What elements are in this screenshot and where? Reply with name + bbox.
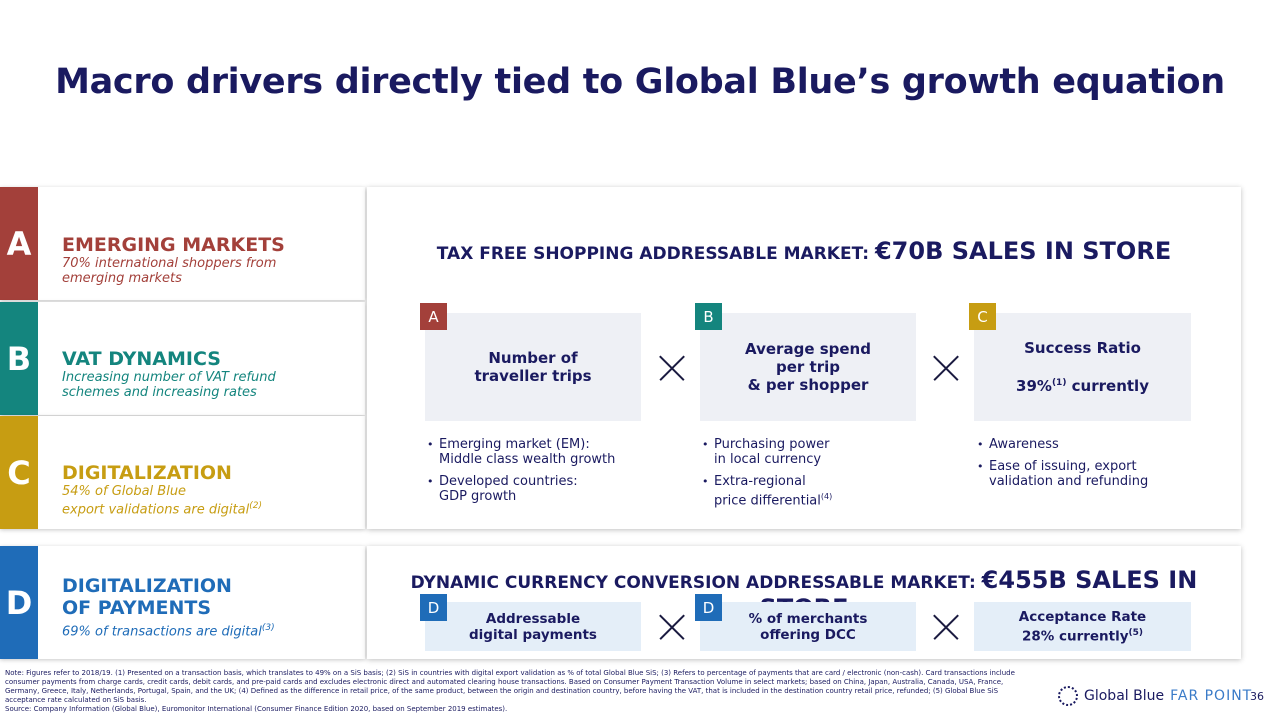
box-success-ratio: Success Ratio 39%(1) currently: [974, 313, 1191, 421]
footnote: Note: Figures refer to 2018/19. (1) Pres…: [5, 669, 1015, 713]
box-traveller-trips: Number of traveller trips: [425, 313, 641, 421]
driver-vat-dynamics: B VAT DYNAMICS Increasing number of VAT …: [0, 302, 365, 415]
box-digital-payments: Addressable digital payments: [425, 602, 641, 651]
multiply-icon: [933, 614, 959, 640]
multiply-icon: [933, 355, 959, 381]
driver-subtext: 54% of Global Blue export validations are…: [62, 484, 262, 518]
driver-heading: DIGITALIZATION: [62, 462, 232, 484]
driver-subtext: 70% international shoppers from emerging …: [62, 256, 277, 286]
box-merchants-dcc: % of merchants offering DCC: [700, 602, 916, 651]
page-title: Macro drivers directly tied to Global Bl…: [55, 62, 1225, 102]
tfs-panel-title: TAX FREE SHOPPING ADDRESSABLE MARKET: €7…: [436, 237, 1172, 265]
driver-emerging-markets: A EMERGING MARKETS 70% international sho…: [0, 187, 365, 300]
list-item: Emerging market (EM):Middle class wealth…: [425, 437, 645, 467]
bullets-trips: Emerging market (EM):Middle class wealth…: [425, 437, 645, 511]
driver-subtext: Increasing number of VAT refund schemes a…: [62, 370, 276, 400]
badge-d: D: [420, 594, 447, 621]
tfs-panel: TAX FREE SHOPPING ADDRESSABLE MARKET: €7…: [367, 187, 1241, 529]
driver-heading: EMERGING MARKETS: [62, 234, 285, 256]
multiply-icon: [659, 355, 685, 381]
driver-letter-d: D: [0, 546, 38, 659]
driver-heading: VAT DYNAMICS: [62, 348, 221, 370]
bullets-success: Awareness Ease of issuing, exportvalidat…: [975, 437, 1205, 496]
badge-d: D: [695, 594, 722, 621]
list-item: Awareness: [975, 437, 1205, 452]
multiply-icon: [659, 614, 685, 640]
driver-subtext: 69% of transactions are digital(3): [62, 623, 275, 640]
badge-a: A: [420, 303, 447, 330]
driver-digitalization-of-payments: D DIGITALIZATION OF PAYMENTS 69% of trans…: [0, 546, 365, 659]
badge-b: B: [695, 303, 722, 330]
driver-heading: DIGITALIZATION OF PAYMENTS: [62, 575, 232, 619]
driver-letter-c: C: [0, 416, 38, 529]
driver-digitalization: C DIGITALIZATION 54% of Global Blue expor…: [0, 416, 365, 529]
global-blue-logo-icon: [1058, 686, 1078, 706]
page-number: 36: [1250, 690, 1264, 703]
driver-letter-b: B: [0, 302, 38, 415]
global-blue-logo: Global Blue FAR POINT: [1058, 686, 1252, 706]
driver-letter-a: A: [0, 187, 38, 300]
box-acceptance-rate: Acceptance Rate 28% currently(5): [974, 602, 1191, 651]
badge-c: C: [969, 303, 996, 330]
box-average-spend: Average spend per trip & per shopper: [700, 313, 916, 421]
dcc-panel: DYNAMIC CURRENCY CONVERSION ADDRESSABLE …: [367, 546, 1241, 659]
list-item: Developed countries:GDP growth: [425, 474, 645, 504]
